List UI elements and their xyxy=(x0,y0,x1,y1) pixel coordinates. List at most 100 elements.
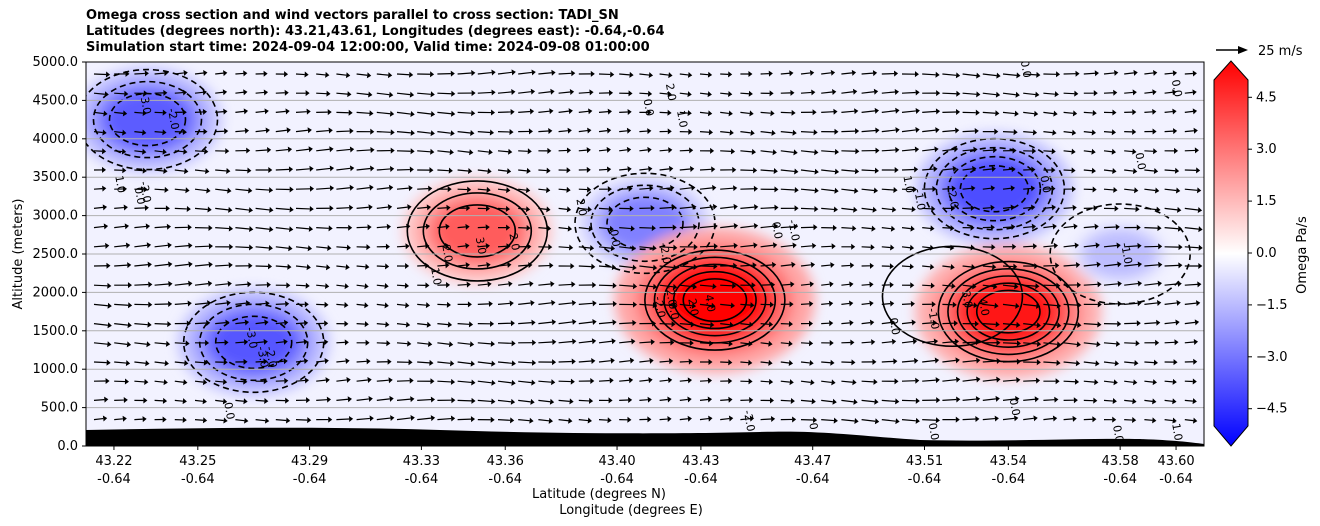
wind-vector-head xyxy=(445,223,450,230)
wind-vector-shaft xyxy=(639,399,648,401)
wind-vector-head xyxy=(589,89,594,96)
wind-vector-head xyxy=(567,225,573,232)
wind-vector-shaft xyxy=(376,284,385,287)
wind-vector-shaft xyxy=(760,342,769,345)
wind-vector-head xyxy=(164,186,169,193)
wind-vector-head xyxy=(226,167,231,174)
wind-vector-head xyxy=(851,243,856,250)
wind-vector-shaft xyxy=(1023,380,1037,382)
wind-vector-shaft xyxy=(639,92,649,95)
wind-vector-shaft xyxy=(154,361,166,364)
wind-vector-shaft xyxy=(1164,264,1179,267)
wind-vector-head xyxy=(101,148,107,155)
wind-vector-head xyxy=(875,147,880,154)
x-tick-label-lat: 43.51 xyxy=(906,454,943,469)
wind-vector-shaft xyxy=(174,342,186,345)
wind-vector-head xyxy=(790,89,795,96)
wind-vector-head xyxy=(914,357,919,364)
wind-vector-shaft xyxy=(1043,111,1054,115)
wind-vector-shaft xyxy=(396,398,411,401)
wind-vector-head xyxy=(733,223,739,229)
omega-cell-1-3 xyxy=(212,315,296,370)
wind-vector-shaft xyxy=(800,283,811,286)
wind-vector-head xyxy=(202,89,208,96)
wind-vector-shaft xyxy=(780,150,794,153)
wind-vector-head xyxy=(427,341,433,348)
wind-vector-head xyxy=(710,147,715,154)
wind-vector-head xyxy=(588,397,594,404)
wind-vector-head xyxy=(1112,109,1117,116)
wind-vector-head xyxy=(633,301,638,308)
wind-vector-shaft xyxy=(982,92,997,96)
wind-vector-head xyxy=(349,146,355,153)
wind-vector-head xyxy=(914,166,919,173)
wind-vector-head xyxy=(1155,339,1160,346)
wind-vector-head xyxy=(345,358,350,365)
wind-vector-shaft xyxy=(295,265,307,268)
wind-vector-shaft xyxy=(659,418,668,421)
wind-vector-shaft xyxy=(477,188,487,191)
wind-vector-head xyxy=(1031,223,1037,230)
wind-vector-shaft xyxy=(1124,207,1136,210)
wind-vector-shaft xyxy=(316,167,331,171)
wind-vector-shaft xyxy=(1164,321,1176,325)
wind-vector-head xyxy=(872,206,877,213)
wind-vector-head xyxy=(1016,321,1021,328)
wind-vector-shaft xyxy=(295,341,305,344)
wind-vector-head xyxy=(467,301,472,308)
wind-vector-shaft xyxy=(336,360,346,363)
wind-vector-shaft xyxy=(659,149,669,152)
wind-vector-shaft xyxy=(93,303,108,307)
wind-vector-shaft xyxy=(639,284,654,288)
y-tick-label: 2000.0 xyxy=(33,285,79,300)
wind-vector-head xyxy=(952,165,957,172)
wind-vector-shaft xyxy=(275,360,284,363)
wind-vector-shaft xyxy=(760,264,773,267)
wind-vector-head xyxy=(329,185,335,192)
wind-vector-head xyxy=(385,321,390,328)
wind-vector-head xyxy=(507,261,512,268)
wind-vector-head xyxy=(814,168,819,175)
wind-vector-shaft xyxy=(558,340,573,344)
wind-vector-shaft xyxy=(578,246,591,249)
wind-vector-head xyxy=(671,321,676,328)
x-tick-label-lat: 43.43 xyxy=(682,454,719,469)
wind-vector-head xyxy=(525,206,531,213)
wind-vector-head xyxy=(223,417,228,424)
x-axis: 43.22-0.6443.25-0.6443.29-0.6443.33-0.64… xyxy=(95,446,1195,487)
wind-vector-shaft xyxy=(1002,168,1012,171)
wind-vector-shaft xyxy=(1124,399,1133,402)
wind-vector-shaft xyxy=(215,188,228,192)
wind-vector-shaft xyxy=(982,360,997,363)
wind-vector-head xyxy=(1134,187,1139,194)
wind-vector-head xyxy=(732,282,737,289)
wind-vector-head xyxy=(869,262,874,269)
wind-vector-head xyxy=(570,378,575,385)
wind-vector-head xyxy=(491,398,496,405)
wind-vector-head xyxy=(809,359,814,366)
wind-vector-head xyxy=(124,223,130,230)
wind-vector-shaft xyxy=(558,130,568,133)
wind-vector-shaft xyxy=(861,207,873,211)
wind-vector-shaft xyxy=(1083,361,1096,364)
wind-vector-shaft xyxy=(134,323,148,326)
wind-vector-head xyxy=(668,358,674,365)
wind-vector-shaft xyxy=(679,92,688,95)
wind-vector-head xyxy=(121,148,127,155)
wind-vector-shaft xyxy=(841,419,855,422)
wind-vector-shaft xyxy=(316,360,325,363)
wind-vector-head xyxy=(748,90,753,97)
wind-vector-head xyxy=(895,127,900,134)
wind-vector-shaft xyxy=(518,322,532,325)
wind-vector-shaft xyxy=(821,380,832,384)
wind-vector-head xyxy=(1035,377,1041,384)
wind-vector-head xyxy=(1011,166,1016,173)
wind-vector-head xyxy=(1117,320,1122,327)
wind-vector-shaft xyxy=(942,148,955,152)
wind-vector-head xyxy=(511,379,516,386)
wind-vector-head xyxy=(992,147,998,154)
wind-vector-head xyxy=(410,396,415,403)
wind-vector-head xyxy=(973,146,978,153)
wind-vector-head xyxy=(286,127,291,134)
wind-vector-head xyxy=(266,281,271,288)
